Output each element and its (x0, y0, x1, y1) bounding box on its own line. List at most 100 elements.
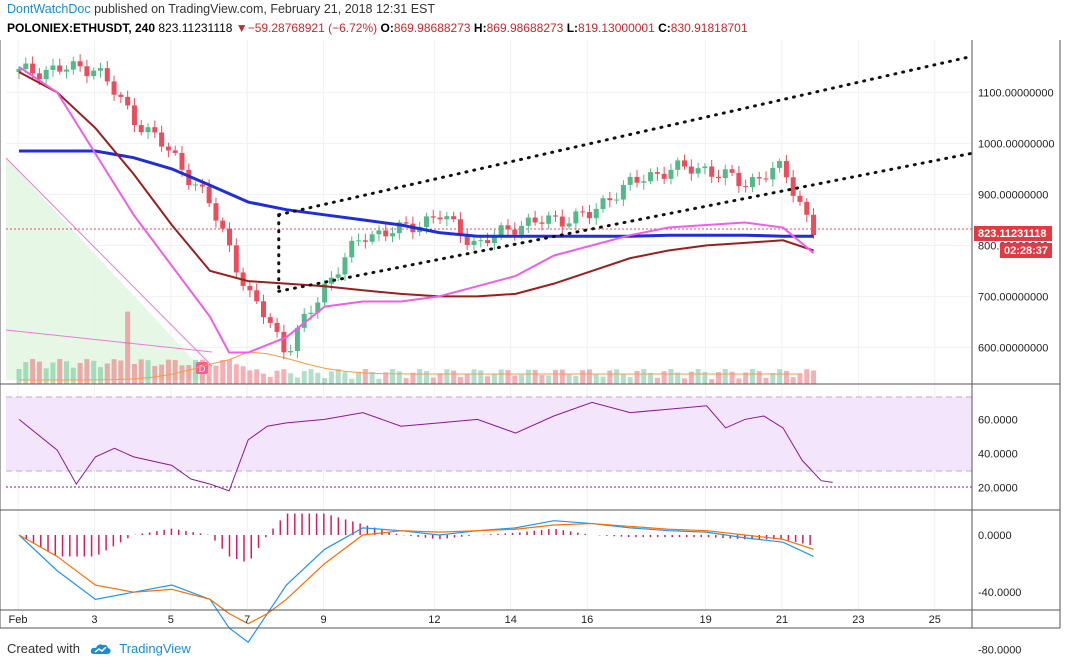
volume-bar (641, 369, 647, 384)
candle-body (682, 160, 688, 167)
candle-body (437, 217, 443, 220)
volume-bars: D (16, 311, 817, 384)
candle-body (512, 229, 518, 235)
candle-body (715, 176, 721, 179)
signal-line (18, 522, 814, 625)
volume-bar (749, 369, 755, 384)
candle-body (743, 186, 749, 188)
candle-body (281, 331, 287, 353)
rsi-tick-label: 40.0000 (978, 448, 1018, 460)
rsi-band (6, 397, 972, 471)
volume-bar (695, 369, 701, 384)
rsi-tick-label: 20.0000 (978, 482, 1018, 494)
volume-bar (84, 359, 90, 384)
candle-body (260, 301, 266, 318)
author-link[interactable]: DontWatchDoc (7, 2, 91, 16)
candle-body (179, 152, 185, 170)
candle-body (159, 132, 165, 147)
date-tick-label: 12 (428, 614, 440, 626)
high-value: 869.98688273 (486, 21, 564, 35)
volume-bar (715, 372, 721, 384)
close-label: C: (658, 21, 671, 35)
volume-bar (532, 369, 538, 384)
shaded-zones (5, 157, 972, 488)
volume-bar (736, 378, 742, 384)
volume-bar (118, 360, 124, 384)
candle-body (145, 127, 151, 133)
macd-tick-label: 0.0000 (978, 530, 1012, 542)
candle-body (552, 215, 558, 217)
candle-body (43, 69, 49, 80)
volume-bar (64, 361, 70, 384)
candle-body (790, 177, 796, 196)
candle-body (729, 169, 735, 173)
candle-body (172, 150, 178, 153)
candle-body (749, 177, 755, 188)
event-marker-icon (196, 362, 208, 374)
volume-bar (322, 378, 328, 384)
volume-bar (586, 369, 592, 384)
candle-body (451, 216, 457, 220)
tradingview-link[interactable]: TradingView (119, 641, 191, 656)
candle-body (709, 166, 715, 177)
volume-bar (722, 369, 728, 384)
candle-body (756, 177, 762, 179)
volume-bar (315, 372, 321, 384)
volume-bar (756, 371, 762, 384)
trend-line-down (5, 157, 213, 367)
countdown-label: 02:28:37 (1004, 245, 1048, 257)
candle-body (227, 228, 233, 246)
candle-body (349, 240, 355, 258)
volume-bar (743, 372, 749, 384)
volume-bar (478, 370, 484, 384)
candle-body (620, 184, 626, 200)
candle-body (376, 230, 382, 235)
volume-bar (648, 372, 654, 384)
volume-bar (131, 363, 137, 384)
candle-body (566, 223, 572, 227)
candle-body (478, 240, 484, 242)
candle-body (770, 167, 776, 180)
candle-body (131, 105, 137, 126)
volume-bar (376, 378, 382, 384)
volume-bar (233, 364, 239, 384)
volume-bar (634, 370, 640, 384)
price-change: −59.28768921 (−6.72%) (247, 21, 378, 35)
volume-bar (668, 369, 674, 384)
candle-body (634, 176, 640, 183)
volume-bar (539, 375, 545, 384)
volume-bar (328, 371, 334, 384)
event-marker-letter: D (199, 364, 206, 374)
candle-body (722, 169, 728, 179)
volume-bar (36, 361, 42, 384)
volume-bar (519, 374, 525, 384)
low-label: L: (566, 21, 579, 35)
candle-body (654, 172, 660, 174)
candle-body (804, 201, 810, 215)
volume-bar (260, 373, 266, 384)
candle-body (125, 96, 131, 106)
candle-body (64, 69, 70, 72)
volume-bar (206, 364, 212, 384)
date-tick-label: 7 (244, 614, 250, 626)
volume-bar (702, 372, 708, 384)
volume-bar (308, 369, 314, 384)
candle-body (369, 234, 375, 242)
volume-bar (77, 362, 83, 384)
candle-body (573, 211, 579, 224)
volume-bar (410, 372, 416, 384)
candle-body (614, 199, 620, 201)
volume-bar (593, 374, 599, 384)
volume-bar (485, 376, 491, 384)
volume-bar (573, 375, 579, 384)
axis-labels: 1100.000000001000.00000000900.0000000080… (9, 87, 1055, 656)
volume-bar (369, 371, 375, 384)
volume-bar (797, 373, 803, 384)
candle-body (423, 216, 429, 227)
volume-bar (159, 364, 165, 384)
volume-bar (729, 371, 735, 384)
symbol-label[interactable]: POLONIEX:ETHUSDT, 240 (7, 21, 156, 35)
volume-bar (383, 372, 389, 384)
candle-body (797, 195, 803, 202)
